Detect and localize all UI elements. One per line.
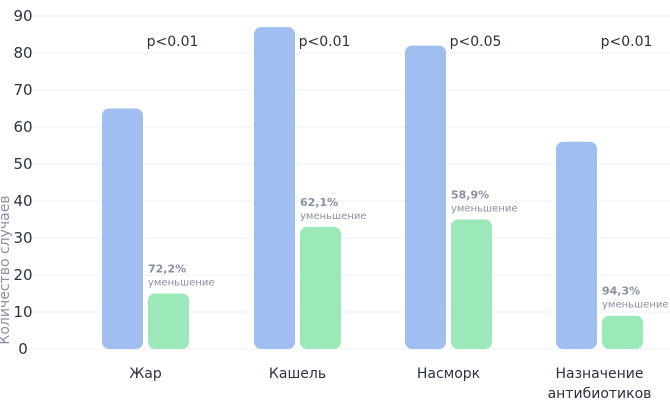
reduction-caption: уменьшение: [148, 278, 215, 289]
y-tick-label: 50: [13, 155, 32, 173]
reduction-percent-label: 62,1%: [300, 196, 338, 209]
bar-before: [405, 45, 446, 349]
x-category-label: антибиотиков: [548, 386, 652, 402]
y-axis-ticks: 0 10 20 30 40 50 60 70 80 90: [13, 7, 32, 358]
x-axis-categories: Жар Кашель Насморк Назначение антибиотиков: [129, 366, 651, 402]
bar-after: [602, 315, 643, 349]
p-value-label: p<0.01: [601, 34, 653, 50]
bar-after: [148, 293, 189, 349]
y-tick-label: 0: [18, 340, 28, 358]
bars: [102, 27, 643, 349]
y-tick-label: 90: [13, 7, 32, 25]
reduction-caption: уменьшение: [602, 300, 669, 311]
reduction-percent-label: 72,2%: [148, 263, 186, 276]
y-tick-label: 60: [13, 118, 32, 136]
bar-before: [556, 141, 597, 349]
y-tick-label: 10: [13, 303, 32, 321]
x-category-label: Насморк: [417, 366, 480, 382]
y-axis-label: Количество случаев: [0, 195, 13, 344]
bar-before: [254, 27, 295, 349]
p-value-label: p<0.05: [450, 34, 502, 50]
reduction-percent-label: 94,3%: [602, 285, 640, 298]
reduction-percent-label: 58,9%: [451, 189, 489, 202]
y-tick-label: 20: [13, 266, 32, 284]
y-tick-label: 70: [13, 81, 32, 99]
reduction-caption: уменьшение: [451, 204, 518, 215]
x-category-label: Назначение: [555, 366, 643, 382]
x-category-label: Жар: [129, 366, 162, 382]
bar-before: [102, 108, 143, 349]
bar-after: [451, 219, 492, 349]
annotations: p<0.01 72,2% уменьшение p<0.01 62,1% уменьшен…: [147, 34, 669, 311]
reduction-caption: уменьшение: [300, 211, 367, 222]
x-category-label: Кашель: [269, 366, 326, 382]
y-tick-label: 40: [13, 192, 32, 210]
p-value-label: p<0.01: [147, 34, 199, 50]
p-value-label: p<0.01: [299, 34, 351, 50]
y-tick-label: 80: [13, 44, 32, 62]
bar-after: [300, 226, 341, 349]
y-tick-label: 30: [13, 229, 32, 247]
